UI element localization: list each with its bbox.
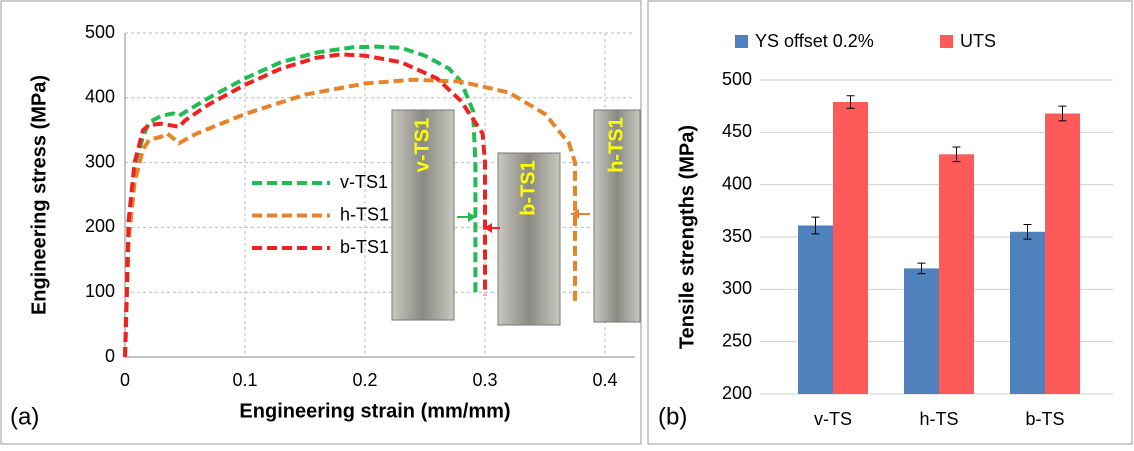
legend-swatch [735, 35, 748, 48]
legend-label: h-TS1 [340, 204, 389, 224]
specimen-photo [497, 152, 561, 326]
legend-label: v-TS1 [340, 172, 388, 192]
specimen-label: h-TS1 [605, 117, 627, 173]
x-tick-label: 0.4 [592, 370, 617, 390]
specimen-label: v-TS1 [411, 118, 433, 172]
y-tick-label: 350 [722, 226, 752, 246]
data-line [123, 77, 577, 358]
x-tick-label: 0 [120, 370, 130, 390]
error-bar [846, 95, 855, 109]
y-tick-label: 250 [722, 330, 752, 350]
y-tick-label: 100 [85, 281, 115, 301]
panel-label: (a) [10, 403, 39, 430]
bar [1045, 113, 1080, 394]
legend-label: b-TS1 [340, 237, 389, 257]
x-tick-label: 0.3 [472, 370, 497, 390]
y-tick-label: 300 [722, 278, 752, 298]
legend-label: YS offset 0.2% [755, 31, 874, 51]
y-tick-label: 400 [722, 173, 752, 193]
bar [833, 101, 868, 394]
bar [1010, 231, 1045, 394]
legend-swatch [940, 35, 953, 48]
y-tick-label: 200 [722, 383, 752, 403]
bar [939, 154, 974, 394]
arrow-head [484, 223, 492, 233]
y-axis-label: Engineering stress (MPa) [28, 75, 50, 315]
y-tick-label: 0 [105, 346, 115, 366]
bar [904, 268, 939, 394]
x-axis-label: Engineering strain (mm/mm) [239, 400, 510, 422]
specimen-photo [593, 109, 641, 323]
y-tick-label: 500 [85, 22, 115, 42]
panel-border [647, 0, 1133, 445]
panel-border [0, 0, 642, 445]
legend-label: UTS [960, 31, 996, 51]
error-bar [1023, 223, 1032, 240]
error-bar [1058, 105, 1067, 122]
data-line [123, 52, 487, 358]
x-tick-label: 0.2 [352, 370, 377, 390]
specimen-photo [391, 109, 455, 321]
error-bar [952, 146, 961, 163]
panel-label: (b) [658, 403, 687, 430]
arrow-head [468, 212, 476, 222]
specimen-label: b-TS1 [517, 160, 539, 216]
y-tick-label: 300 [85, 151, 115, 171]
x-tick-label: v-TS [814, 409, 852, 429]
error-bar [811, 216, 820, 235]
x-tick-label: h-TS [919, 409, 958, 429]
bar [798, 225, 833, 394]
y-tick-label: 500 [722, 69, 752, 89]
y-tick-label: 200 [85, 216, 115, 236]
y-tick-label: 450 [722, 121, 752, 141]
y-tick-label: 400 [85, 87, 115, 107]
y-axis-label: Tensile strengths (MPa) [676, 125, 698, 349]
x-tick-label: b-TS [1025, 409, 1064, 429]
error-bar [917, 262, 926, 275]
x-tick-label: 0.1 [232, 370, 257, 390]
